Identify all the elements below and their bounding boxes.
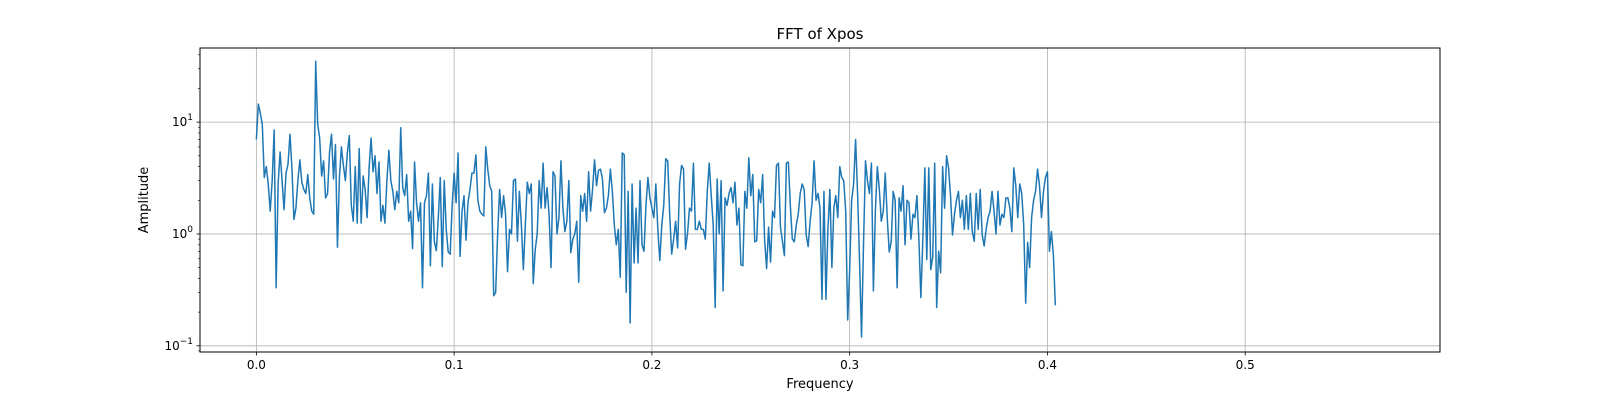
y-tick-label: 10−1 [164,337,193,353]
x-tick-label: 0.1 [445,358,464,372]
y-tick-label: 100 [172,225,193,241]
plot-frame [199,47,1441,353]
x-tick-label: 0.0 [247,358,266,372]
series-layer [255,60,1057,338]
x-tick-label: 0.5 [1236,358,1255,372]
x-axis-label: Frequency [786,377,853,392]
y-tick-label: 101 [172,113,193,129]
series-line [255,60,1057,338]
x-tick-label: 0.2 [642,358,661,372]
y-axis-label: Amplitude [137,167,152,234]
chart-title: FFT of Xpos [777,25,864,43]
x-tick-label: 0.3 [840,358,859,372]
x-tick-label: 0.4 [1038,358,1057,372]
ticks: 0.0 0.1 0.2 0.3 0.4 0.5 10−1 100 101 [164,54,1255,372]
grid [200,48,1440,352]
